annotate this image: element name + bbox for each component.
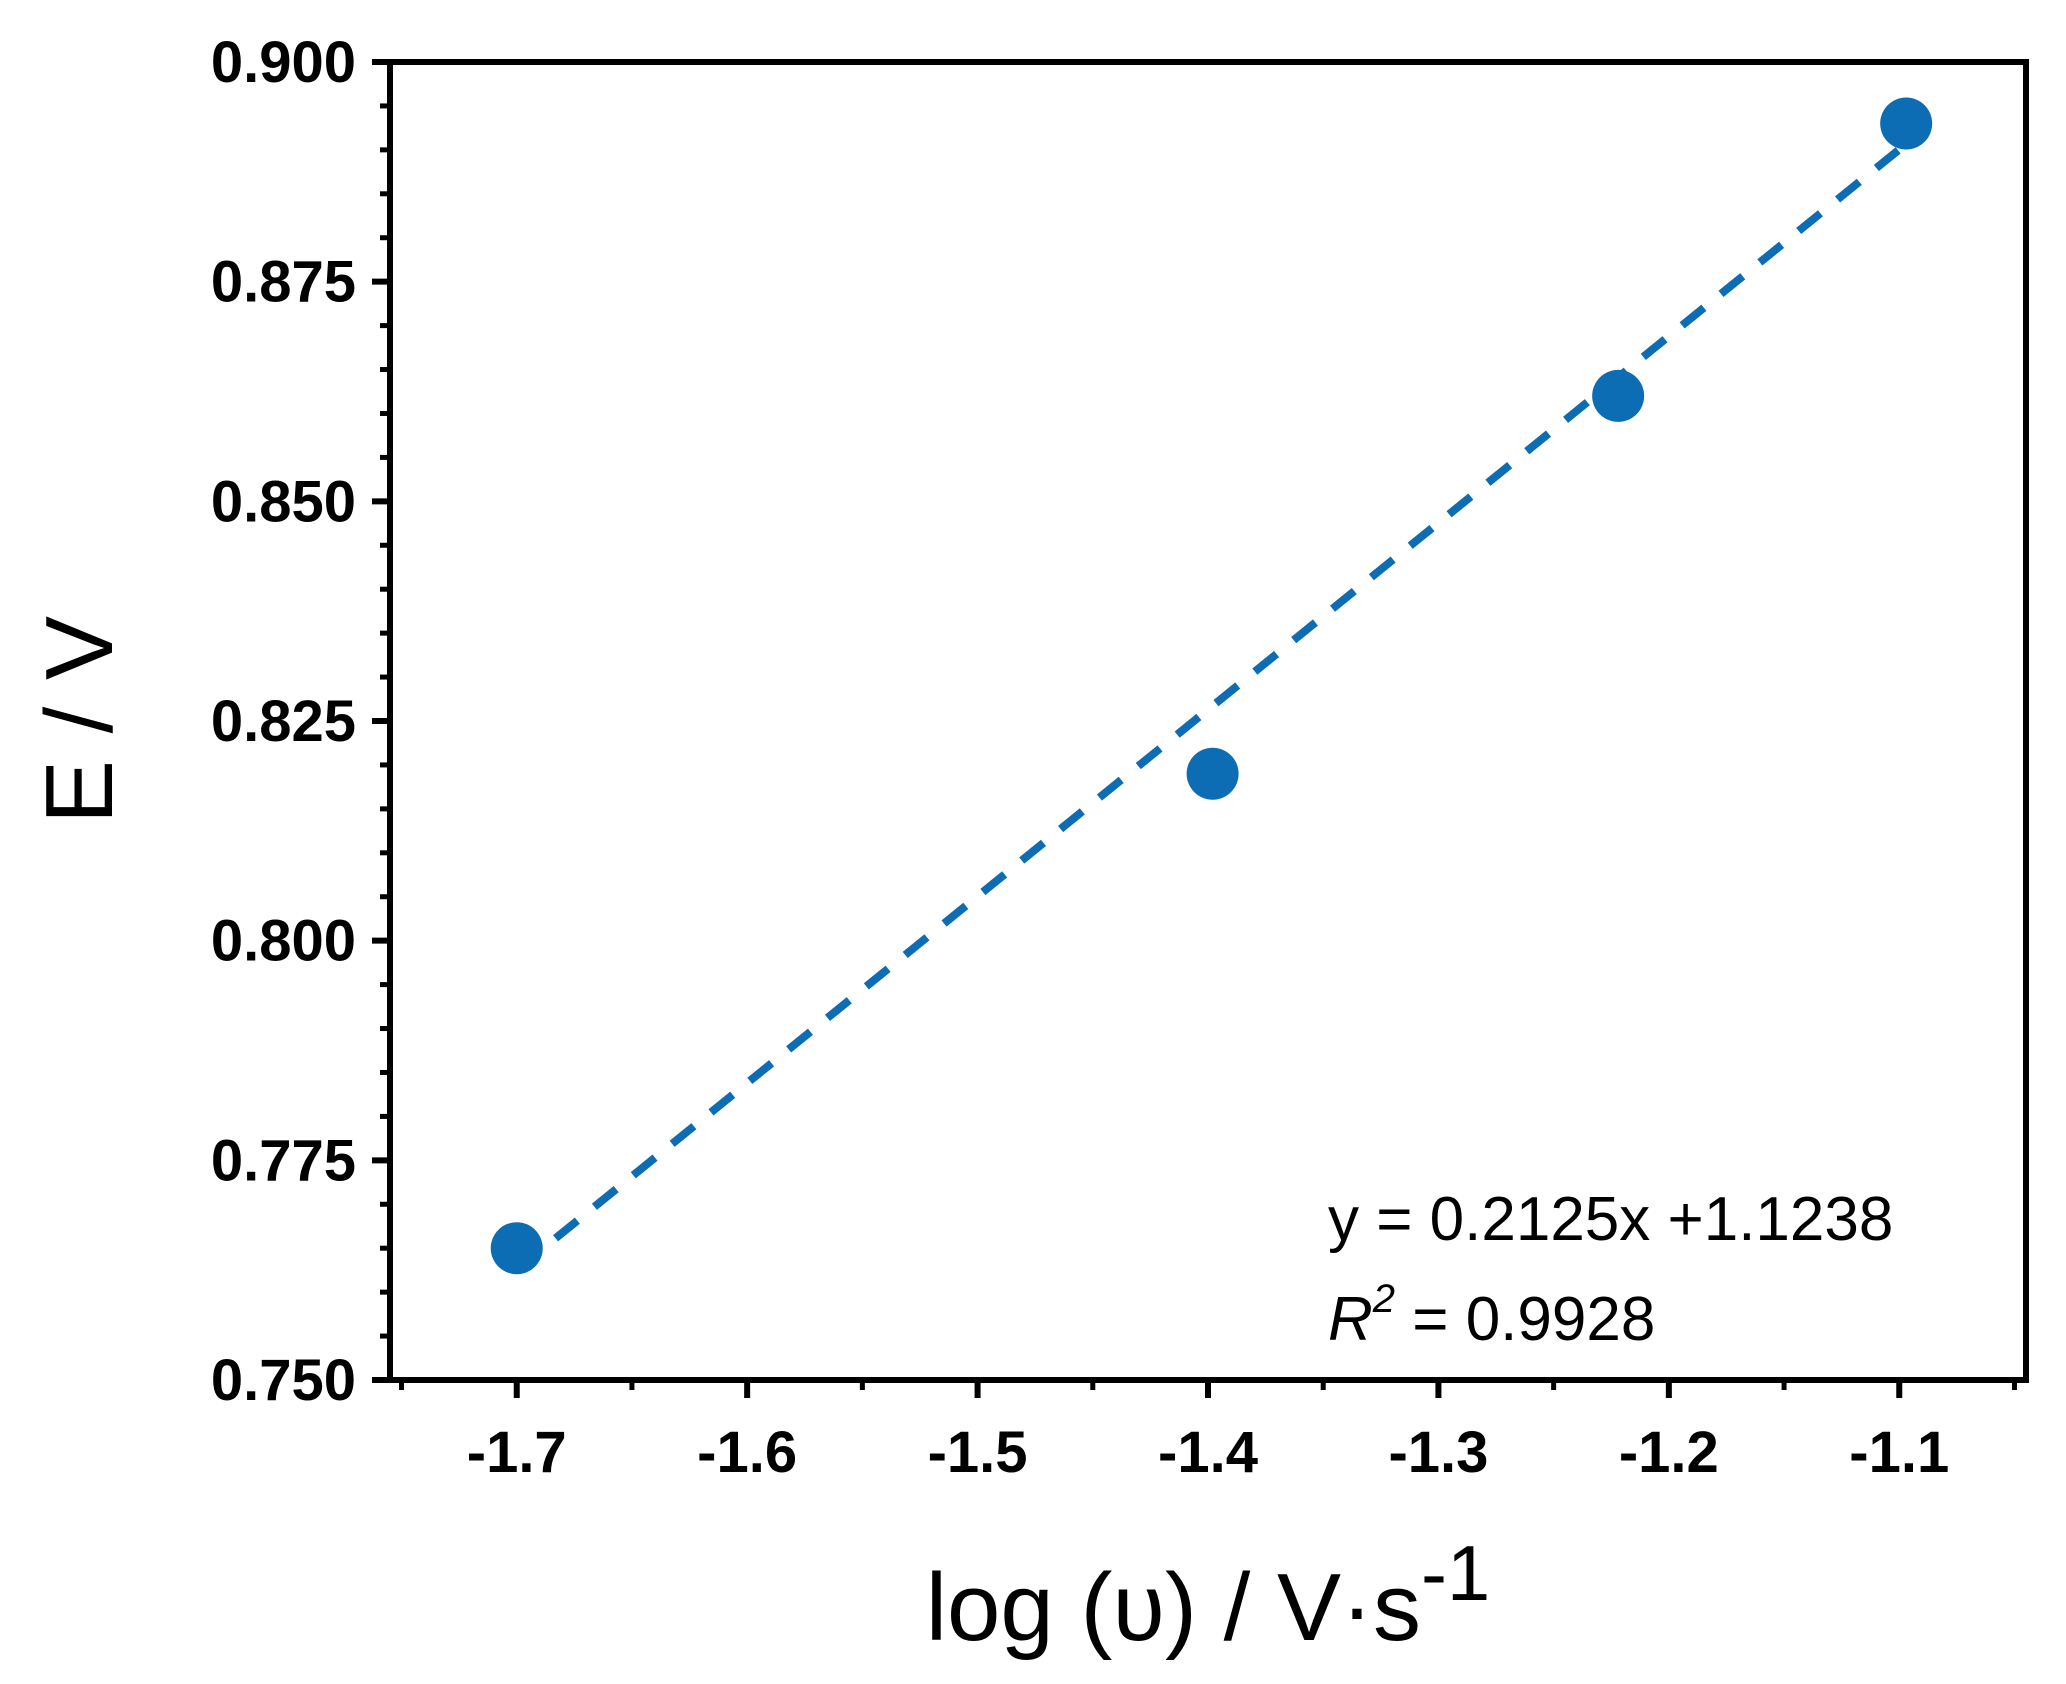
x-tick-label: -1.2 <box>1619 1420 1719 1485</box>
x-axis-title: log (υ) / V·s-1 <box>926 1529 1491 1661</box>
y-tick-label: 0.850 <box>211 469 356 534</box>
data-point <box>1592 369 1645 422</box>
x-tick-label: -1.1 <box>1849 1420 1949 1485</box>
data-point <box>1880 97 1933 150</box>
plot-frame <box>387 59 2029 1383</box>
x-tick-label: -1.7 <box>467 1420 567 1485</box>
r-squared-value: = 0.9928 <box>1395 1285 1655 1354</box>
x-axis-title-superscript: -1 <box>1421 1529 1490 1617</box>
y-tick-label: 0.750 <box>211 1348 356 1413</box>
y-axis-ticks: 0.750 0.775 0.800 0.825 0.850 0.875 0.900 <box>211 30 390 1413</box>
linear-fit-line <box>514 140 1909 1273</box>
x-axis-title-main: log (υ) / V·s <box>926 1554 1421 1661</box>
x-tick-label: -1.6 <box>697 1420 797 1485</box>
data-point <box>1186 747 1239 800</box>
y-axis-title: E / V <box>26 616 133 824</box>
x-tick-label: -1.4 <box>1158 1420 1258 1485</box>
fit-line-layer <box>514 140 1909 1273</box>
y-tick-label: 0.875 <box>211 250 356 315</box>
r-squared: R2 = 0.9928 <box>1328 1277 1655 1354</box>
y-tick-label: 0.800 <box>211 909 356 974</box>
x-tick-label: -1.5 <box>928 1420 1028 1485</box>
y-tick-label: 0.775 <box>211 1128 356 1193</box>
fit-equation: y = 0.2125x +1.1238 <box>1328 1185 1893 1254</box>
data-point <box>490 1222 543 1275</box>
x-tick-label: -1.3 <box>1388 1420 1488 1485</box>
data-points-layer <box>490 97 1933 1275</box>
y-tick-label: 0.900 <box>211 30 356 95</box>
r-squared-power: 2 <box>1372 1277 1395 1321</box>
r-squared-symbol: R <box>1328 1285 1373 1354</box>
x-axis-ticks: -1.7 -1.6 -1.5 -1.4 -1.3 -1.2 -1.1 <box>399 1380 2017 1485</box>
y-tick-label: 0.825 <box>211 689 356 754</box>
